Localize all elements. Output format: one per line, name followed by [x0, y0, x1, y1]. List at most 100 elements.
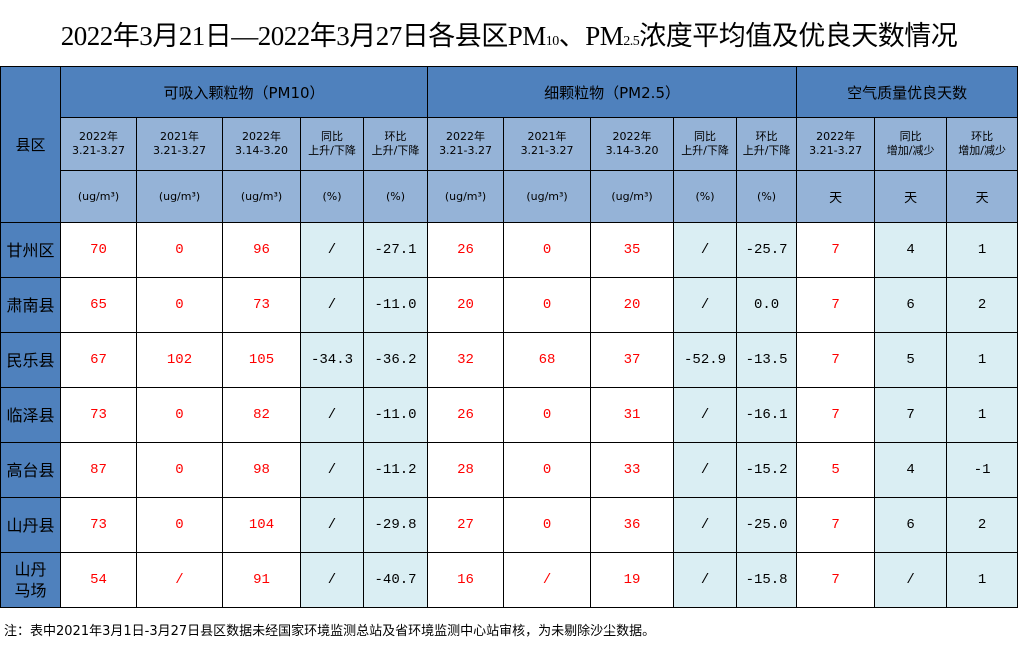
footnote: 注：表中2021年3月1日-3月27日县区数据未经国家环境监测总站及省环境监测中… [4, 624, 656, 639]
table-cell: 0 [503, 442, 592, 498]
table-cell: 1 [946, 552, 1018, 608]
table-cell: 26 [427, 222, 505, 278]
column-header: 2022年 3.21-3.27 [427, 117, 505, 171]
column-unit: 天 [796, 170, 876, 223]
table-row: 肃南县 65 0 73/-11.0 20 0 20/0.0 7 6 2 [0, 277, 1018, 333]
table-cell: 7 [796, 387, 876, 443]
table-cell: 35 [590, 222, 675, 278]
table-cell: / [874, 552, 948, 608]
column-header-line: 同比 [321, 130, 343, 143]
column-header: 2022年 3.21-3.27 [796, 117, 876, 171]
table-cell: -29.8 [362, 497, 429, 553]
table-cell: 5 [874, 332, 948, 388]
table-cell: 98 [222, 442, 301, 498]
table-cell: -40.7 [362, 552, 429, 608]
table-cell: / [300, 552, 364, 608]
data-table: 县区 可吸入颗粒物（PM10） 细颗粒物（PM2.5） 空气质量优良天数 202… [0, 66, 1018, 608]
title-text: 、PM [558, 21, 624, 51]
table-row: 临泽县 73 0 82/-11.0 26 0 31/-16.1 7 7 1 [0, 387, 1018, 443]
table-cell: -11.0 [362, 277, 429, 333]
table-cell: -36.2 [362, 332, 429, 388]
county-name: 民乐县 [0, 332, 61, 388]
column-unit: (ug/m³) [222, 170, 301, 223]
column-header: 环比 增加/减少 [946, 117, 1018, 171]
table-row: 甘州区 70 0 96/-27.1 26 0 35/-25.7 7 4 1 [0, 222, 1018, 278]
column-unit: (%) [673, 170, 738, 223]
table-cell: 27 [427, 497, 505, 553]
table-cell: -1 [946, 442, 1018, 498]
column-header-line: 增加/减少 [958, 144, 1006, 157]
column-header: 同比 上升/下降 [673, 117, 738, 171]
county-name: 高台县 [0, 442, 61, 498]
column-header-line: 3.21-3.27 [439, 144, 493, 157]
column-header-line: 上升/下降 [742, 144, 791, 157]
column-unit: (%) [362, 170, 429, 223]
table-cell: 0 [503, 222, 592, 278]
table-cell: / [673, 222, 738, 278]
table-cell: 7 [796, 497, 876, 553]
column-unit: 天 [946, 170, 1018, 223]
table-cell: 1 [946, 387, 1018, 443]
column-header: 2021年 3.21-3.27 [136, 117, 223, 171]
table-cell: 0 [503, 387, 592, 443]
table-cell: / [300, 497, 364, 553]
column-header-line: 环比 [384, 130, 407, 143]
column-header: 同比 上升/下降 [300, 117, 364, 171]
table-cell: 87 [60, 442, 137, 498]
table-cell: 31 [590, 387, 675, 443]
column-header: 2022年 3.14-3.20 [590, 117, 675, 171]
table-cell: 65 [60, 277, 137, 333]
table-row: 民乐县 67 102 105 -34.3 -36.2 32 68 37 -52.9 -13.5 7 5 1 [0, 332, 1018, 388]
table-cell: 102 [136, 332, 223, 388]
column-header-line: 3.21-3.27 [153, 144, 206, 157]
column-header-line: 增加/减少 [886, 144, 935, 157]
table-cell: -11.0 [362, 387, 429, 443]
table-cell: / [136, 552, 223, 608]
county-name: 甘州区 [0, 222, 61, 278]
column-header-line: 上升/下降 [681, 144, 729, 157]
group-header-pm25: 细颗粒物（PM2.5） [427, 66, 798, 118]
column-header-line: 2022年 [242, 130, 281, 143]
county-name: 肃南县 [0, 277, 61, 333]
table-cell: 73 [222, 277, 301, 333]
title-text: 2022年3月21日—2022年3月27日各县区PM [60, 21, 547, 51]
table-cell: -52.9 [673, 332, 738, 388]
table-cell: 5 [796, 442, 876, 498]
table-cell: / [673, 552, 738, 608]
column-header-line: 2021年 [160, 130, 199, 143]
table-cell: 16 [427, 552, 505, 608]
table-cell: 0 [136, 222, 223, 278]
title-text: 浓度平均值及优良天数情况 [639, 21, 958, 51]
table-cell: 1 [946, 332, 1018, 388]
table-cell: 68 [503, 332, 592, 388]
table-cell: -25.7 [736, 222, 798, 278]
column-unit: (ug/m³) [590, 170, 675, 223]
table-cell: / [300, 222, 364, 278]
table-cell: 2 [946, 277, 1018, 333]
header-row-periods: 2022年 3.21-3.27 2021年 3.21-3.27 2022年 3.14-3.… [1, 117, 1018, 171]
column-header-line: 上升/下降 [308, 144, 356, 157]
page-title: 2022年3月21日—2022年3月27日各县区PM10、PM2.5浓度平均值及… [0, 0, 1018, 67]
column-header-line: 2022年 [612, 130, 652, 143]
header-row-units: (ug/m³) (ug/m³) (ug/m³) (%) (%) (ug/m³) (ug/m³… [1, 170, 1018, 223]
table-row: 山丹县 73 0 104/-29.8 27 0 36/-25.0 7 6 2 [0, 497, 1018, 553]
column-header: 环比 上升/下降 [362, 117, 429, 171]
table-cell: 20 [590, 277, 675, 333]
table-cell: -13.5 [736, 332, 798, 388]
table-cell: 19 [590, 552, 675, 608]
column-header-line: 环比 [755, 130, 778, 143]
column-unit: (%) [300, 170, 364, 223]
table-row: 山丹 马场 54/91/-40.7 16/19/-15.8 7/1 [0, 552, 1018, 608]
column-header-line: 2021年 [527, 130, 567, 143]
county-name: 山丹县 [0, 497, 61, 553]
table-cell: -15.8 [736, 552, 798, 608]
column-unit: (ug/m³) [60, 170, 137, 223]
table-cell: / [673, 497, 738, 553]
table-cell: -16.1 [736, 387, 798, 443]
title-subscript: 2.5 [623, 34, 640, 49]
table-cell: 0 [136, 387, 223, 443]
column-header-line: 2022年 [446, 130, 486, 143]
table-cell: 6 [874, 277, 948, 333]
table-cell: -11.2 [362, 442, 429, 498]
title-subscript: 10 [545, 34, 560, 49]
